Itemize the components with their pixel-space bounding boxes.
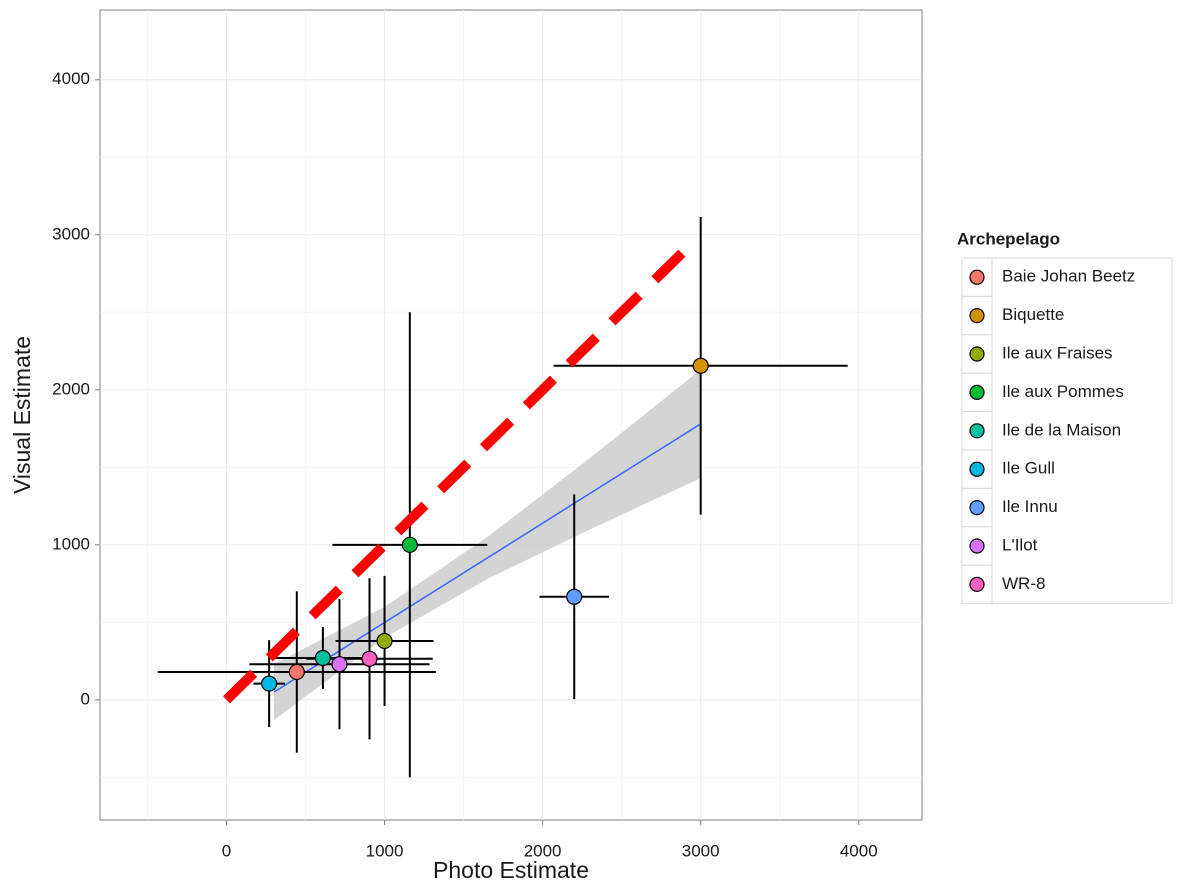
y-tick-label: 2000 [52,379,90,398]
y-tick-label: 3000 [52,224,90,243]
point [288,663,305,681]
legend-label: Baie Johan Beetz [1002,267,1135,286]
legend-symbol [969,384,985,400]
legend-symbol [969,346,985,362]
legend-symbol [969,269,985,285]
legend-symbol [969,538,985,554]
x-tick-label: 2000 [524,841,562,860]
legend-label: WR-8 [1002,574,1045,593]
legend-label: Ile Gull [1002,459,1055,478]
point [376,632,393,650]
fit-line [273,423,702,693]
x-tick-label: 4000 [840,841,878,860]
legend-label: Ile aux Pommes [1002,382,1124,401]
point [401,536,418,553]
legend-label: L'Ilot [1002,535,1038,554]
x-tick-label: 3000 [682,841,720,860]
point [314,649,331,667]
legend-label: Ile de la Maison [1002,420,1121,439]
y-tick-label: 1000 [52,534,90,553]
x-tick-label: 1000 [366,841,404,860]
point [331,656,348,673]
legend-title: Archepelago [957,229,1060,248]
legend-symbol [969,576,985,593]
panel [99,9,923,821]
point [261,675,278,692]
point [566,588,583,605]
point [361,650,378,667]
legend-symbol [969,308,985,324]
legend-symbol [969,423,985,439]
reference-line [222,238,697,704]
x-tick-label: 0 [222,841,231,860]
legend-symbol [969,461,985,477]
legend-label: Ile Innu [1002,497,1058,516]
x-axis-title: Photo Estimate [433,857,589,883]
legend-label: Ile aux Fraises [1002,343,1113,362]
point [692,357,709,374]
legend-frame [991,257,1173,605]
y-axis-title: Visual Estimate [9,336,35,494]
legend-label: Biquette [1002,305,1064,324]
legend-symbol [969,500,985,516]
y-tick-label: 0 [81,689,90,708]
y-tick-label: 4000 [52,69,90,88]
